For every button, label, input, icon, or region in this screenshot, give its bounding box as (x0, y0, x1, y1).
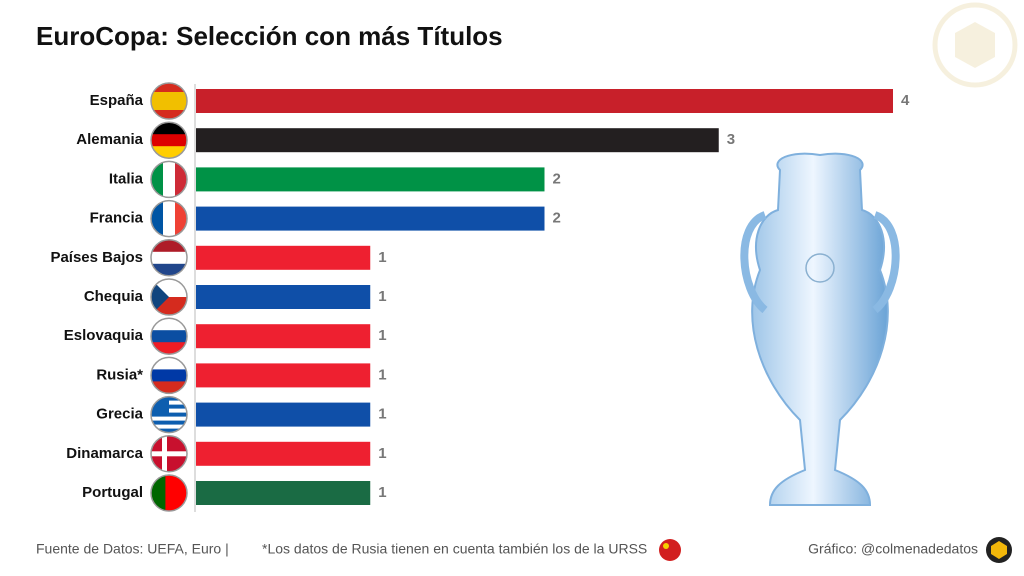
flag-ring (150, 278, 188, 316)
credit: Gráfico: @colmenadedatos (808, 541, 978, 557)
flag-part (151, 416, 187, 422)
flag-part (151, 475, 159, 511)
flag-part (151, 239, 187, 253)
flag-ring (150, 395, 188, 434)
flag-ring (150, 82, 188, 120)
flag-ring (150, 435, 188, 473)
value-label: 1 (378, 249, 386, 266)
bar (196, 481, 371, 505)
flag-part (151, 451, 187, 457)
bar (196, 363, 371, 388)
category-label: Grecia (96, 406, 143, 423)
bar (196, 324, 371, 349)
category-label: Italia (109, 170, 144, 187)
flag-part (151, 318, 187, 331)
flag-part (151, 279, 169, 315)
flag-part (151, 251, 187, 265)
chart-title: EuroCopa: Selección con más Títulos (36, 21, 503, 51)
value-label: 1 (378, 288, 386, 305)
flag (151, 435, 187, 472)
flag-part (151, 369, 187, 382)
flag-part (151, 122, 187, 135)
note: *Los datos de Rusia tienen en cuenta tam… (262, 541, 647, 557)
flag-ring (150, 239, 188, 277)
value-label: 2 (553, 170, 561, 187)
flag-part (151, 420, 187, 426)
flag-part (151, 92, 187, 102)
flag (151, 279, 187, 315)
category-label: Dinamarca (66, 445, 143, 462)
ussr-flag (659, 539, 681, 561)
category-label: España (90, 92, 144, 109)
flag-part (151, 412, 187, 418)
value-label: 1 (378, 327, 386, 344)
bar (196, 167, 545, 192)
flag-part (179, 475, 187, 511)
flag-ring (150, 121, 188, 159)
value-label: 1 (378, 366, 386, 383)
flag-part (151, 424, 187, 430)
value-label: 1 (378, 484, 386, 501)
category-label: Países Bajos (50, 249, 143, 266)
flag-ring (150, 317, 188, 355)
category-label: Chequia (84, 288, 144, 305)
flag-part (158, 475, 166, 511)
value-label: 2 (553, 210, 561, 227)
source: Fuente de Datos: UEFA, Euro | (36, 541, 229, 557)
flag-ring (150, 160, 188, 199)
flag (151, 83, 187, 119)
value-label: 1 (378, 445, 386, 462)
flag (151, 396, 187, 433)
flag-ring (150, 474, 188, 512)
trophy (740, 152, 900, 506)
value-label: 3 (727, 131, 735, 148)
bar (196, 128, 719, 153)
category-label: Francia (90, 210, 144, 227)
flag-ring (150, 356, 188, 395)
value-label: 4 (901, 92, 910, 109)
credit-logo (986, 537, 1012, 563)
flag-ring (150, 199, 188, 238)
bar (196, 285, 371, 309)
flag-part (172, 475, 181, 511)
category-label: Portugal (82, 484, 143, 501)
category-label: Rusia* (96, 366, 143, 383)
flag-part (151, 101, 187, 111)
flag-part (163, 161, 176, 198)
bar (196, 245, 371, 270)
flag-part (151, 161, 164, 198)
flag-part (151, 330, 187, 343)
flag-part (151, 428, 187, 433)
logo-watermark (932, 2, 1018, 88)
flag-part (151, 83, 187, 93)
flag-part (165, 475, 174, 511)
category-label: Alemania (76, 131, 143, 148)
category-label: Eslovaquia (64, 327, 144, 344)
value-label: 1 (378, 406, 386, 423)
flag-part (151, 357, 187, 370)
flag-part (151, 200, 164, 237)
bar (196, 402, 371, 427)
bar (196, 441, 371, 466)
bar (196, 206, 545, 231)
bar (196, 89, 893, 113)
flag (151, 475, 187, 511)
flag-part (163, 200, 176, 237)
flag-part (151, 134, 187, 147)
flag-part (151, 110, 187, 119)
